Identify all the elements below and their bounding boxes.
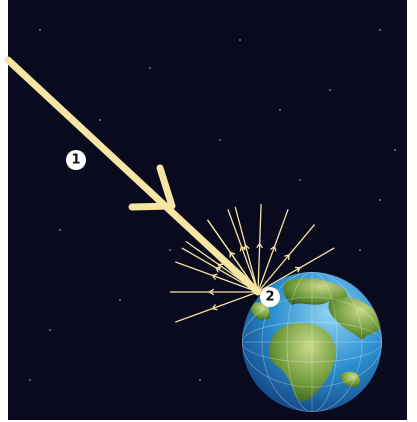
marker-badge: [66, 150, 86, 170]
ray: [257, 209, 289, 293]
star: [279, 109, 281, 111]
graticule: [242, 272, 382, 412]
marker-badge: [260, 287, 280, 307]
star: [59, 229, 61, 231]
ray-arrowhead: [284, 254, 290, 260]
stars: [29, 29, 396, 381]
star: [299, 179, 301, 181]
star: [379, 29, 381, 31]
ray: [257, 224, 316, 293]
star: [239, 39, 241, 41]
star: [29, 379, 31, 381]
star: [219, 139, 221, 141]
ray: [175, 291, 259, 323]
ray-arrowhead: [256, 242, 263, 249]
star: [394, 149, 396, 151]
star: [329, 89, 331, 91]
star: [169, 249, 171, 251]
ray-arrowhead: [217, 263, 224, 270]
scattered-rays: [170, 204, 335, 323]
ray: [234, 206, 259, 293]
star: [149, 67, 151, 69]
marker-label: 2: [265, 290, 274, 305]
star: [39, 29, 41, 31]
ray: [227, 209, 259, 293]
ray-arrowhead: [294, 266, 301, 273]
ray: [257, 204, 262, 293]
ray: [257, 247, 335, 293]
ray: [175, 261, 259, 293]
star: [359, 249, 361, 251]
marker-label: 1: [71, 153, 80, 168]
ray-arrowhead: [211, 304, 218, 311]
sunlight-beam: [4, 56, 262, 296]
ray-arrowhead: [208, 288, 215, 296]
star: [99, 119, 101, 121]
earth: [242, 272, 382, 412]
star: [379, 199, 381, 201]
ray-arrowhead: [211, 273, 218, 280]
continents: [250, 278, 382, 402]
ray-arrowhead: [239, 245, 246, 252]
star: [199, 379, 201, 381]
star: [119, 299, 121, 301]
ray-arrowhead: [270, 245, 277, 252]
ray-arrowhead: [229, 251, 236, 258]
star: [49, 329, 51, 331]
